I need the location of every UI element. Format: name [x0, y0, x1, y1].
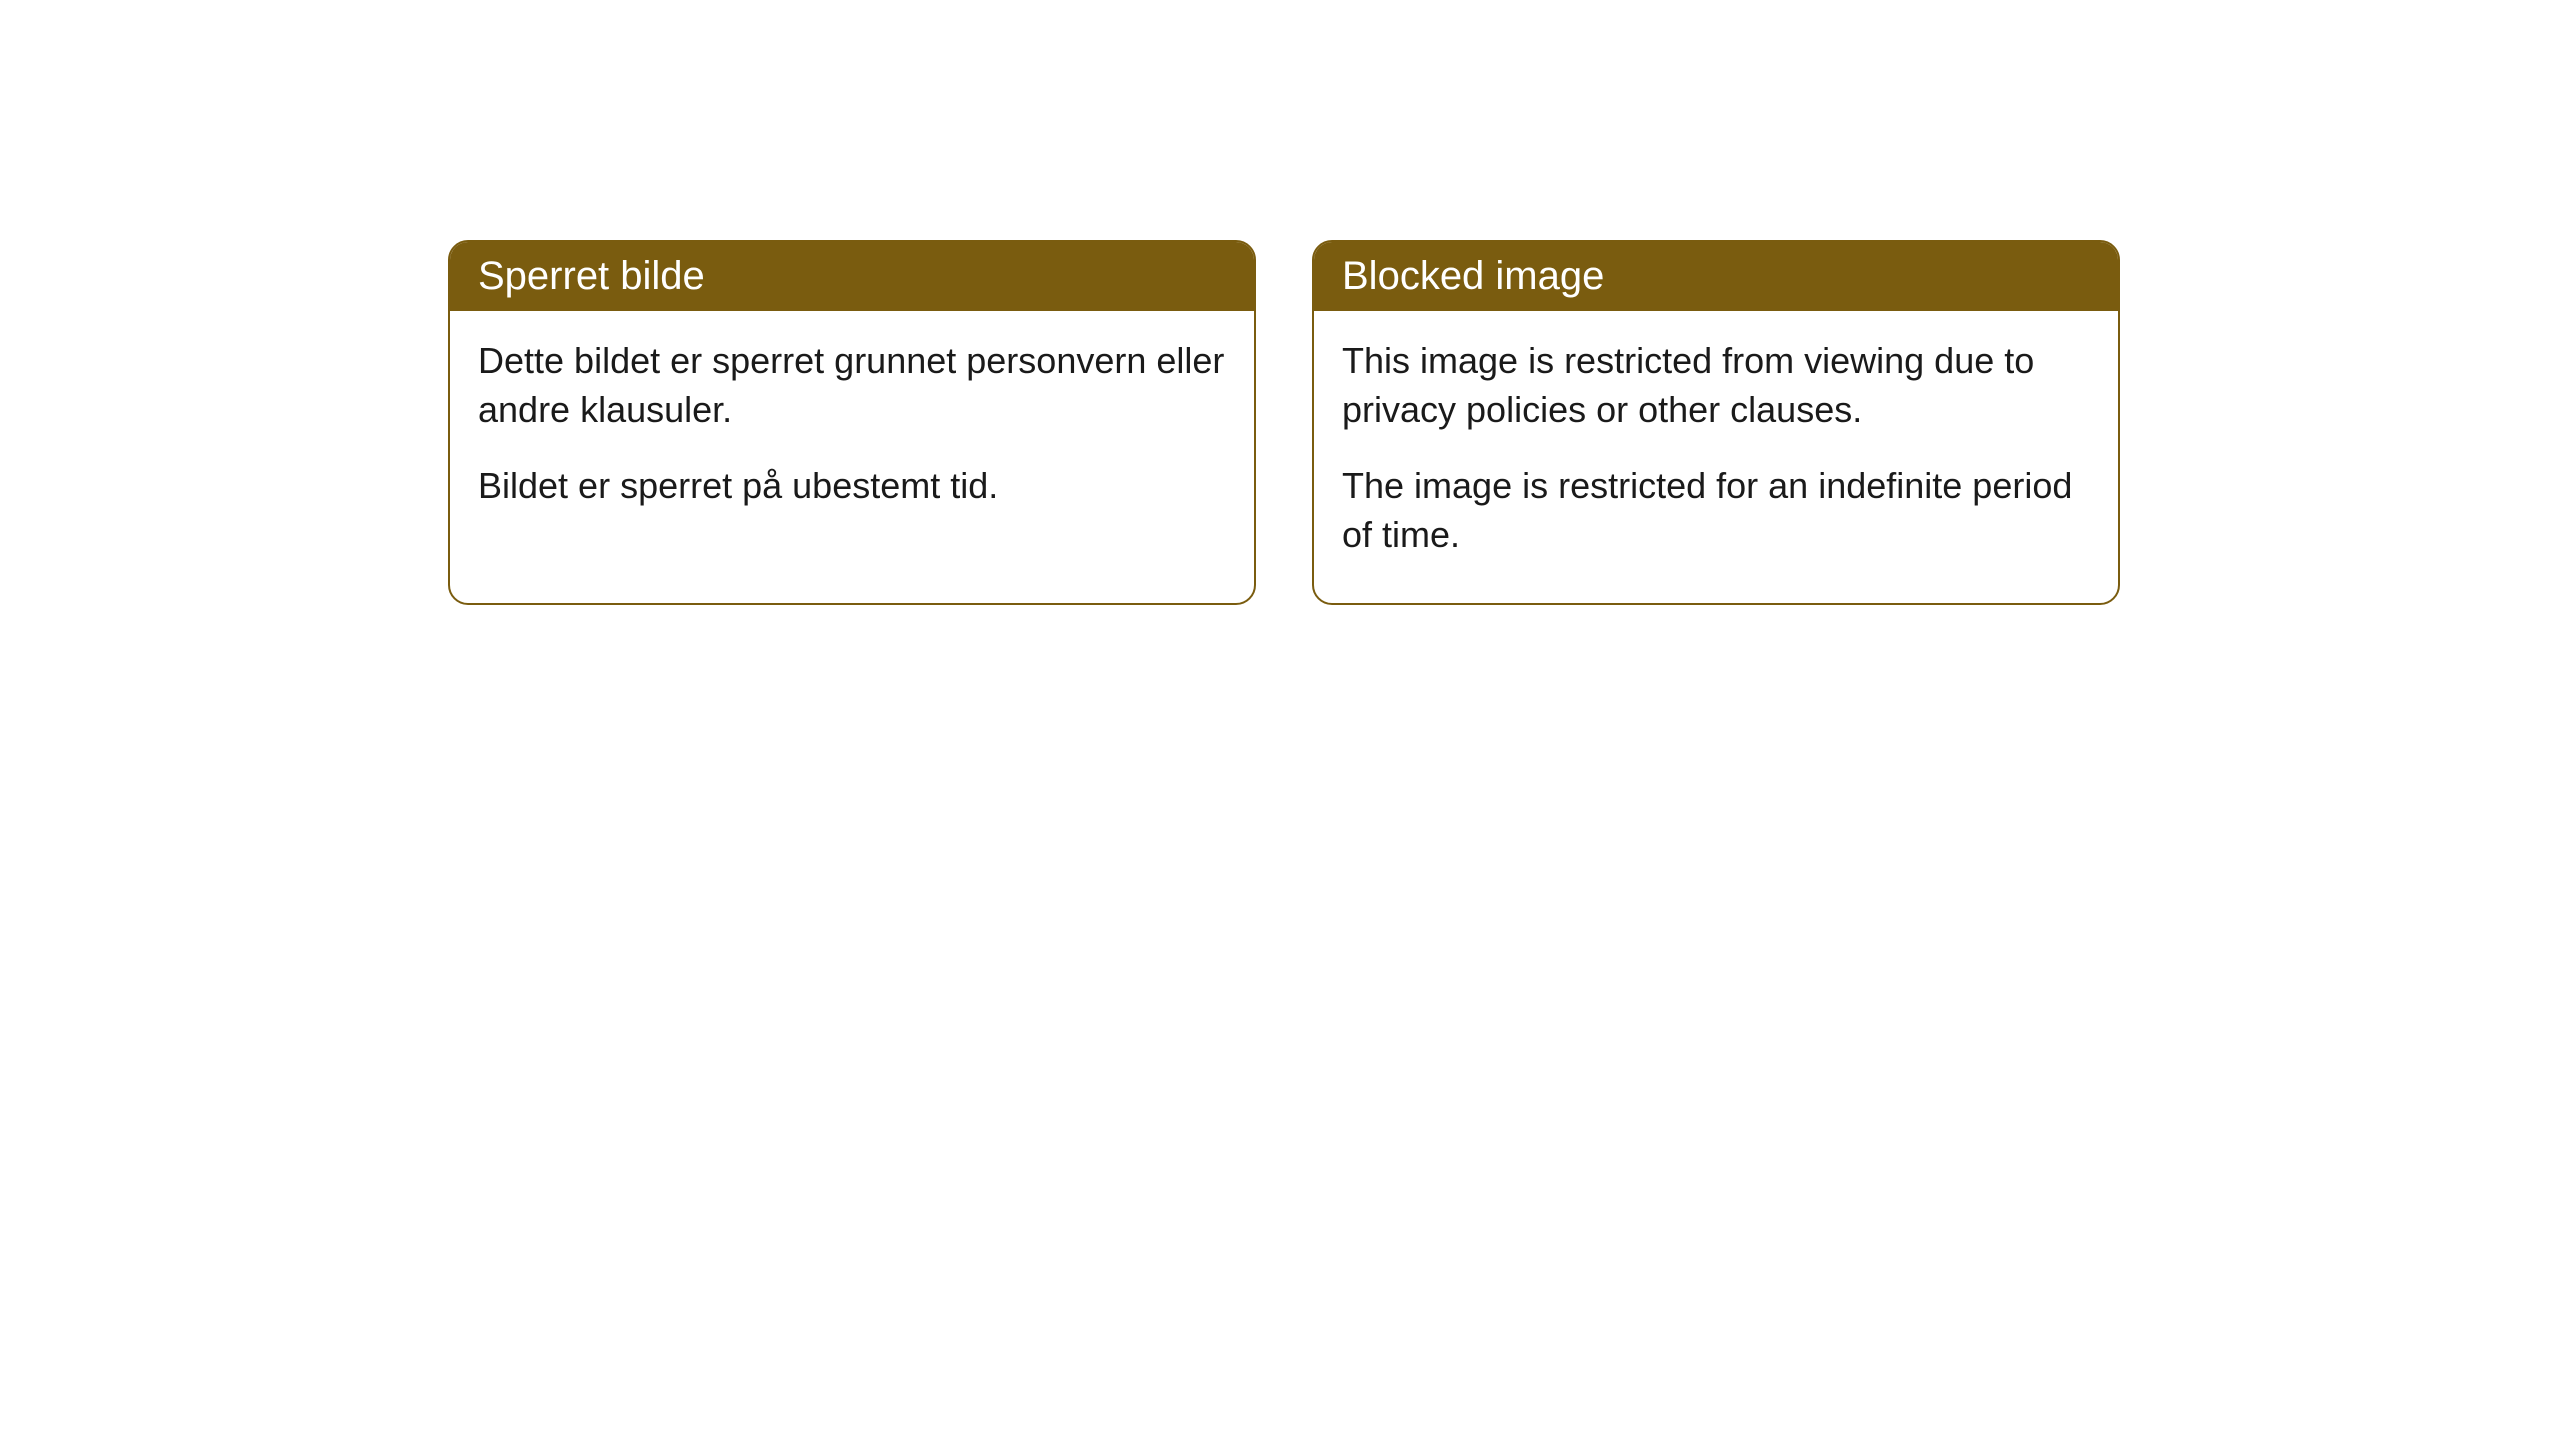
card-paragraph: Bildet er sperret på ubestemt tid.: [478, 462, 1226, 511]
card-body: This image is restricted from viewing du…: [1314, 311, 2118, 603]
card-header: Sperret bilde: [450, 242, 1254, 311]
card-body: Dette bildet er sperret grunnet personve…: [450, 311, 1254, 555]
card-paragraph: This image is restricted from viewing du…: [1342, 337, 2090, 434]
blocked-image-card-en: Blocked image This image is restricted f…: [1312, 240, 2120, 605]
cards-container: Sperret bilde Dette bildet er sperret gr…: [448, 240, 2120, 605]
card-paragraph: The image is restricted for an indefinit…: [1342, 462, 2090, 559]
card-paragraph: Dette bildet er sperret grunnet personve…: [478, 337, 1226, 434]
blocked-image-card-no: Sperret bilde Dette bildet er sperret gr…: [448, 240, 1256, 605]
card-header: Blocked image: [1314, 242, 2118, 311]
